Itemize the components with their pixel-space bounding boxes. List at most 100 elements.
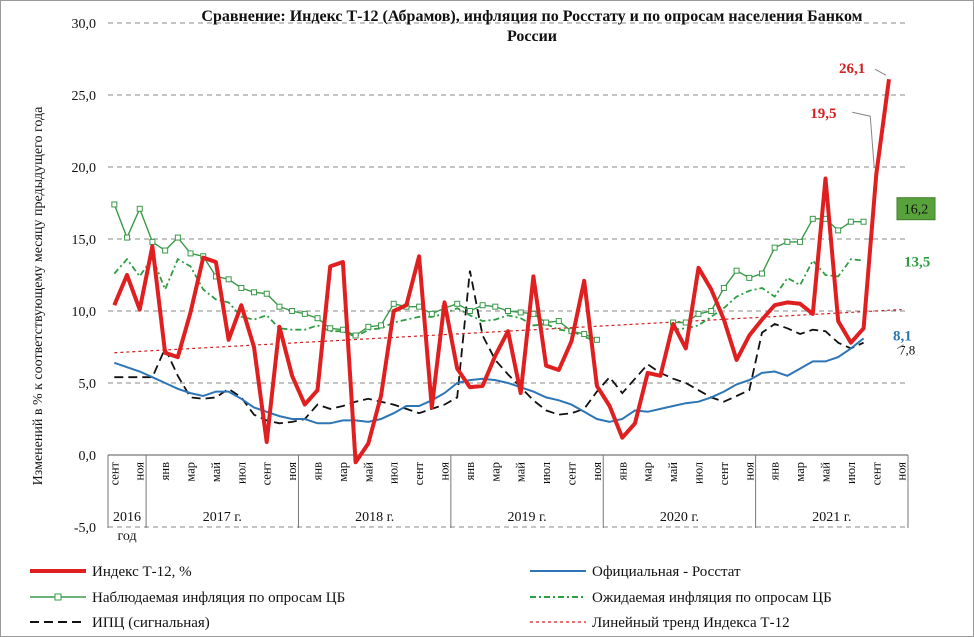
- legend-swatch-observed-marker: [54, 593, 62, 601]
- series-observed-point: [162, 247, 169, 254]
- series-observed-point: [784, 238, 791, 245]
- series-observed-point: [251, 289, 258, 296]
- series-observed-point: [720, 284, 727, 291]
- y-axis-label: Изменений в % к соответствующему месяцу …: [31, 106, 46, 485]
- series-observed-point: [263, 290, 270, 297]
- series-observed-point: [314, 315, 321, 322]
- x-tick-label: мар: [488, 462, 502, 482]
- series-observed-point: [682, 319, 689, 326]
- series-observed-point: [758, 270, 765, 277]
- annotation-leader: [874, 68, 887, 76]
- x-tick-label: ноя: [438, 462, 452, 481]
- x-tick-label: июл: [539, 462, 553, 484]
- x-tick-label: сент: [564, 461, 578, 485]
- x-tick-label: сент: [869, 461, 883, 485]
- series-observed-point: [695, 310, 702, 317]
- x-tick-label: ноя: [133, 462, 147, 481]
- x-tick-label: май: [666, 462, 680, 482]
- x-tick-label: мар: [641, 462, 655, 482]
- series-observed-point: [543, 319, 550, 326]
- series-observed-point: [835, 227, 842, 234]
- x-tick-label: май: [361, 462, 375, 482]
- series-observed-point: [289, 308, 296, 314]
- x-tick-label: янв: [158, 462, 172, 480]
- series-observed-point: [860, 218, 867, 225]
- legend-label-rosstat: Официальная - Росстат: [592, 564, 741, 580]
- x-tick-label: сент: [107, 461, 121, 485]
- series-observed-point: [416, 303, 423, 310]
- year-label: 2019 г.: [507, 510, 546, 525]
- series-observed-point: [593, 336, 600, 343]
- x-tick-label: сент: [412, 461, 426, 485]
- series-observed-point: [428, 310, 435, 317]
- series-observed-point: [847, 218, 854, 225]
- annotation-leader: [852, 111, 875, 169]
- series-observed-point: [111, 201, 118, 208]
- x-tick-label: янв: [615, 462, 629, 480]
- series-t12-line: [112, 78, 891, 465]
- series-observed-point: [390, 300, 397, 307]
- series-observed-point: [708, 308, 715, 314]
- legend-label-trend: Линейный тренд Индекса Т-12: [592, 615, 790, 631]
- series-observed-point: [809, 215, 816, 222]
- x-tick-label: сент: [260, 461, 274, 485]
- year-label: год: [117, 529, 136, 544]
- annotation-ipc-last: 7,8: [899, 343, 915, 358]
- chart-title: России: [507, 28, 557, 45]
- x-tick-label: янв: [311, 462, 325, 480]
- series-observed-point: [174, 234, 181, 241]
- series-observed-point: [530, 310, 537, 317]
- x-tick-label: мар: [793, 462, 807, 482]
- series-observed-point: [301, 310, 308, 317]
- series-observed-point: [365, 323, 372, 330]
- x-tick-label: ноя: [590, 462, 604, 481]
- x-tick-label: ноя: [285, 462, 299, 481]
- series-observed-point: [187, 250, 194, 257]
- series-observed-point: [276, 303, 283, 310]
- y-tick-label: 0,0: [79, 449, 97, 464]
- legend-label-observed: Наблюдаемая инфляция по опросам ЦБ: [92, 590, 345, 606]
- series-observed-point: [733, 267, 740, 274]
- series-observed-point: [136, 205, 143, 212]
- annotation-leader: [896, 344, 904, 350]
- series-observed-point: [149, 238, 156, 245]
- annotation-t12-prev: 19,5: [810, 106, 836, 122]
- year-label: 2017 г.: [203, 510, 242, 525]
- series-rosstat-line: [113, 337, 865, 425]
- series-observed-point: [505, 308, 511, 314]
- y-tick-label: -5,0: [74, 521, 96, 536]
- series-expected-line: [113, 255, 864, 343]
- y-tick-label: 15,0: [72, 233, 97, 248]
- series-observed-point: [771, 244, 778, 251]
- series-observed-point: [797, 238, 804, 245]
- series-observed-point: [339, 326, 346, 333]
- y-tick-label: 10,0: [72, 305, 97, 320]
- y-tick-label: 30,0: [72, 17, 97, 32]
- x-tick-label: ноя: [742, 462, 756, 481]
- x-tick-label: ноя: [895, 462, 909, 481]
- series-observed-point: [466, 308, 473, 314]
- series-observed-point: [555, 318, 562, 325]
- annotation-expected-last: 13,5: [904, 255, 930, 271]
- x-tick-label: июл: [387, 462, 401, 484]
- year-label: 2021 г.: [812, 510, 851, 525]
- x-tick-label: июл: [844, 462, 858, 484]
- x-tick-label: мар: [336, 462, 350, 482]
- series-observed-point: [746, 274, 753, 281]
- chart-title: Сравнение: Индекс Т-12 (Абрамов), инфляц…: [201, 8, 862, 25]
- x-tick-label: янв: [463, 462, 477, 480]
- series-observed-point: [225, 276, 232, 283]
- annotation-rosstat-last: 8,1: [893, 328, 912, 344]
- annotation-t12-last: 26,1: [839, 61, 865, 77]
- series-observed-point: [238, 284, 245, 291]
- annotation-observed-box: [896, 197, 936, 221]
- x-tick-label: янв: [768, 462, 782, 480]
- year-label: 2020 г.: [660, 510, 699, 525]
- x-tick-label: июл: [691, 462, 705, 484]
- x-tick-label: май: [209, 462, 223, 482]
- x-tick-label: июл: [234, 462, 248, 484]
- series-observed-point: [124, 234, 131, 241]
- year-label: 2016: [113, 510, 141, 525]
- legend-label-t12: Индекс Т-12, %: [92, 564, 192, 580]
